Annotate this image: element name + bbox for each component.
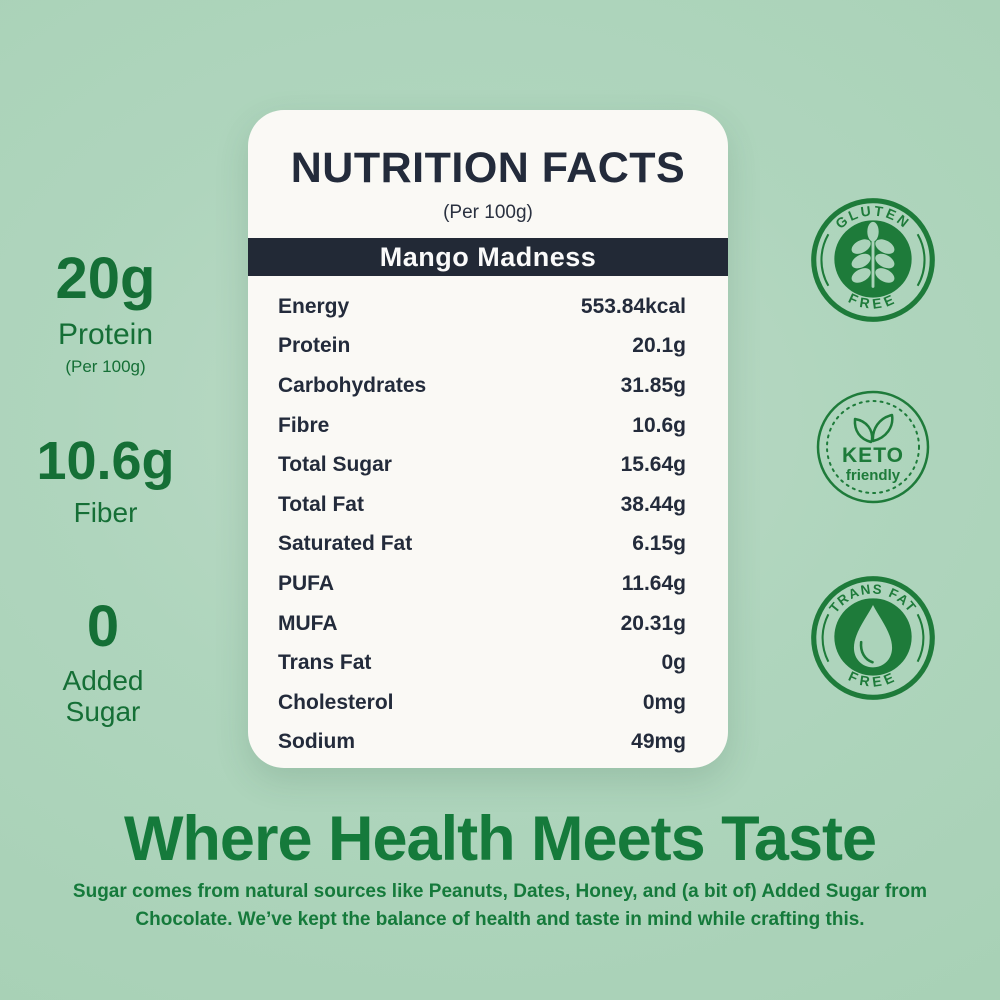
nutrient-row-trans-fat: Trans Fat 0g bbox=[278, 643, 686, 683]
badge-side-arc bbox=[916, 613, 925, 663]
nutrient-value: 20.31g bbox=[620, 611, 686, 635]
highlight-fiber-value: 10.6g bbox=[36, 431, 175, 491]
nutrient-label: Carbohydrates bbox=[278, 373, 427, 397]
highlight-fiber-label: Fiber bbox=[73, 497, 138, 528]
badge-keto-friendly: KETO friendly bbox=[815, 389, 931, 510]
nutrient-label: Protein bbox=[278, 334, 351, 358]
badge-dashed-ring bbox=[826, 400, 920, 494]
footer-note-line1: Sugar comes from natural sources like Pe… bbox=[72, 881, 928, 902]
product-name-band: Mango Madness bbox=[248, 238, 728, 276]
nutrient-label: Total Fat bbox=[278, 492, 364, 516]
nutrient-value: 31.85g bbox=[620, 373, 686, 397]
gluten-free-stamp: GLUTEN FREE bbox=[811, 198, 935, 322]
leaves-icon bbox=[853, 413, 894, 444]
highlight-protein-label: Protein bbox=[57, 318, 154, 351]
nutrient-row-energy: Energy 553.84kcal bbox=[278, 287, 686, 327]
badge-ring bbox=[811, 198, 935, 322]
highlight-protein-subtext: (Per 100g) bbox=[65, 357, 146, 376]
badge-side-arc bbox=[916, 233, 926, 287]
nutrient-value: 10.6g bbox=[632, 413, 686, 437]
nutrient-row-fibre: Fibre 10.6g bbox=[278, 406, 686, 446]
highlight-added-sugar-label: Added Sugar bbox=[62, 665, 144, 727]
badge-side-arc bbox=[821, 613, 830, 663]
product-name: Mango Madness bbox=[379, 241, 597, 272]
nutrient-label: Trans Fat bbox=[278, 651, 372, 675]
nutrient-value: 6.15g bbox=[632, 532, 686, 556]
nutrient-label: PUFA bbox=[278, 571, 335, 595]
highlight-added-sugar: 0 Added Sugar bbox=[28, 598, 178, 728]
highlight-fiber: 10.6g Fiber bbox=[8, 434, 203, 529]
nutrient-row-sodium: Sodium 49mg bbox=[278, 723, 686, 763]
badge-side-arc bbox=[820, 233, 830, 287]
nutrient-row-total-fat: Total Fat 38.44g bbox=[278, 485, 686, 525]
nutrient-value: 15.64g bbox=[620, 453, 686, 477]
nutrient-value: 0mg bbox=[642, 690, 686, 714]
nutrition-facts-card: NUTRITION FACTS (Per 100g) Mango Madness… bbox=[248, 110, 728, 768]
nutrient-row-mufa: MUFA 20.31g bbox=[278, 604, 686, 644]
badge-keto-text: KETO bbox=[842, 444, 904, 467]
badge-ring bbox=[816, 390, 930, 504]
badge-ring bbox=[811, 576, 935, 700]
badge-trans-fat-free: TRANS FAT FREE bbox=[806, 571, 940, 710]
nutrient-row-total-sugar: Total Sugar 15.64g bbox=[278, 445, 686, 485]
tagline: Where Health Meets Taste bbox=[123, 804, 877, 874]
droplet-icon bbox=[853, 605, 893, 668]
highlight-added-sugar-value: 0 bbox=[86, 594, 120, 659]
card-title: NUTRITION FACTS bbox=[290, 144, 686, 192]
highlight-protein: 20g Protein (Per 100g) bbox=[18, 250, 193, 377]
nutrient-value: 11.64g bbox=[621, 571, 686, 595]
nutrient-label: Saturated Fat bbox=[278, 532, 413, 556]
nutrient-label: Fibre bbox=[278, 413, 330, 437]
nutrient-label: Total Sugar bbox=[278, 453, 392, 477]
wheat-icon bbox=[851, 221, 895, 288]
nutrient-row-protein: Protein 20.1g bbox=[278, 327, 686, 367]
trans-fat-free-stamp: TRANS FAT FREE bbox=[811, 576, 935, 700]
nutrient-row-saturated-fat: Saturated Fat 6.15g bbox=[278, 525, 686, 565]
nutrient-value: 553.84kcal bbox=[580, 294, 686, 318]
highlight-protein-value: 20g bbox=[55, 246, 156, 311]
nutrient-value: 38.44g bbox=[620, 492, 686, 516]
nutrient-table: Energy 553.84kcal Protein 20.1g Carbohydra… bbox=[248, 276, 728, 762]
badge-friendly-text: friendly bbox=[846, 467, 901, 484]
footer-note: Sugar comes from natural sources like Pe… bbox=[0, 878, 1000, 933]
nutrient-label: Cholesterol bbox=[278, 690, 394, 714]
nutrient-row-carbohydrates: Carbohydrates 31.85g bbox=[278, 366, 686, 406]
nutrient-value: 20.1g bbox=[632, 334, 686, 358]
nutrient-label: Sodium bbox=[278, 730, 355, 754]
nutrient-row-pufa: PUFA 11.64g bbox=[278, 564, 686, 604]
badge-gluten-free: GLUTEN FREE bbox=[806, 193, 940, 332]
nutrient-value: 49mg bbox=[631, 730, 686, 754]
footer-note-line2: Chocolate. We’ve kept the balance of hea… bbox=[135, 908, 865, 930]
nutrient-label: Energy bbox=[278, 294, 350, 318]
keto-friendly-stamp: KETO friendly bbox=[816, 390, 930, 504]
card-subtitle: (Per 100g) bbox=[443, 202, 533, 223]
nutrient-value: 0g bbox=[661, 651, 686, 675]
nutrient-row-cholesterol: Cholesterol 0mg bbox=[278, 683, 686, 723]
nutrient-label: MUFA bbox=[278, 611, 338, 635]
